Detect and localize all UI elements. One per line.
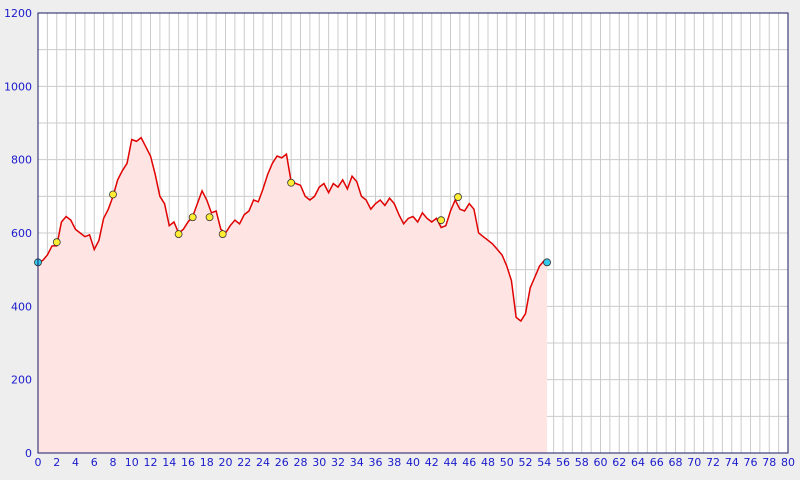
x-tick-label: 60 bbox=[594, 456, 608, 469]
x-tick-label: 76 bbox=[744, 456, 758, 469]
x-tick-label: 12 bbox=[144, 456, 158, 469]
x-tick-label: 72 bbox=[706, 456, 720, 469]
point bbox=[205, 213, 214, 222]
x-tick-label: 28 bbox=[294, 456, 308, 469]
x-tick-label: 58 bbox=[575, 456, 589, 469]
y-tick-label: 800 bbox=[11, 154, 32, 167]
x-tick-label: 10 bbox=[125, 456, 139, 469]
x-tick-label: 64 bbox=[631, 456, 645, 469]
y-tick-label: 1200 bbox=[4, 7, 32, 20]
y-tick-label: 200 bbox=[11, 374, 32, 387]
y-tick-label: 1000 bbox=[4, 80, 32, 93]
x-tick-label: 20 bbox=[219, 456, 233, 469]
x-tick-label: 32 bbox=[331, 456, 345, 469]
x-tick-label: 54 bbox=[537, 456, 551, 469]
point bbox=[543, 258, 551, 267]
x-tick-label: 16 bbox=[181, 456, 195, 469]
x-tick-label: 2 bbox=[53, 456, 60, 469]
point bbox=[454, 193, 462, 201]
x-tick-label: 78 bbox=[762, 456, 776, 469]
x-tick-label: 18 bbox=[200, 456, 214, 469]
x-tick-label: 70 bbox=[687, 456, 701, 469]
x-tick-label: 44 bbox=[444, 456, 458, 469]
area bbox=[38, 137, 548, 453]
x-tick-label: 52 bbox=[519, 456, 533, 469]
x-tick-label: 66 bbox=[650, 456, 664, 469]
point bbox=[109, 190, 117, 199]
x-tick-label: 50 bbox=[500, 456, 514, 469]
x-tick-label: 80 bbox=[781, 456, 795, 469]
x-tick-label: 40 bbox=[406, 456, 420, 469]
plot-border bbox=[37, 12, 789, 454]
x-tick-label: 68 bbox=[669, 456, 683, 469]
x-tick-label: 0 bbox=[35, 456, 42, 469]
x-tick-label: 38 bbox=[387, 456, 401, 469]
x-tick-label: 74 bbox=[725, 456, 739, 469]
x-tick-label: 30 bbox=[312, 456, 326, 469]
x-tick-label: 46 bbox=[462, 456, 476, 469]
y-tick-label: 600 bbox=[11, 227, 32, 240]
x-tick-label: 8 bbox=[110, 456, 117, 469]
x-tick-label: 6 bbox=[91, 456, 98, 469]
x-tick-label: 62 bbox=[612, 456, 626, 469]
x-tick-label: 48 bbox=[481, 456, 495, 469]
x-tick-label: 26 bbox=[275, 456, 289, 469]
point bbox=[218, 230, 227, 239]
x-tick-label: 42 bbox=[425, 456, 439, 469]
point bbox=[52, 238, 61, 247]
point bbox=[174, 230, 183, 239]
x-tick-label: 4 bbox=[72, 456, 79, 469]
x-tick-label: 24 bbox=[256, 456, 270, 469]
x-tick-label: 34 bbox=[350, 456, 364, 469]
y-tick-label: 0 bbox=[25, 447, 32, 460]
x-tick-label: 22 bbox=[237, 456, 251, 469]
x-tick-label: 56 bbox=[556, 456, 570, 469]
x-tick-label: 36 bbox=[369, 456, 383, 469]
point bbox=[287, 178, 296, 187]
point bbox=[437, 216, 446, 225]
y-tick-label: 400 bbox=[11, 300, 32, 313]
x-tick-label: 14 bbox=[162, 456, 176, 469]
point bbox=[188, 213, 197, 222]
